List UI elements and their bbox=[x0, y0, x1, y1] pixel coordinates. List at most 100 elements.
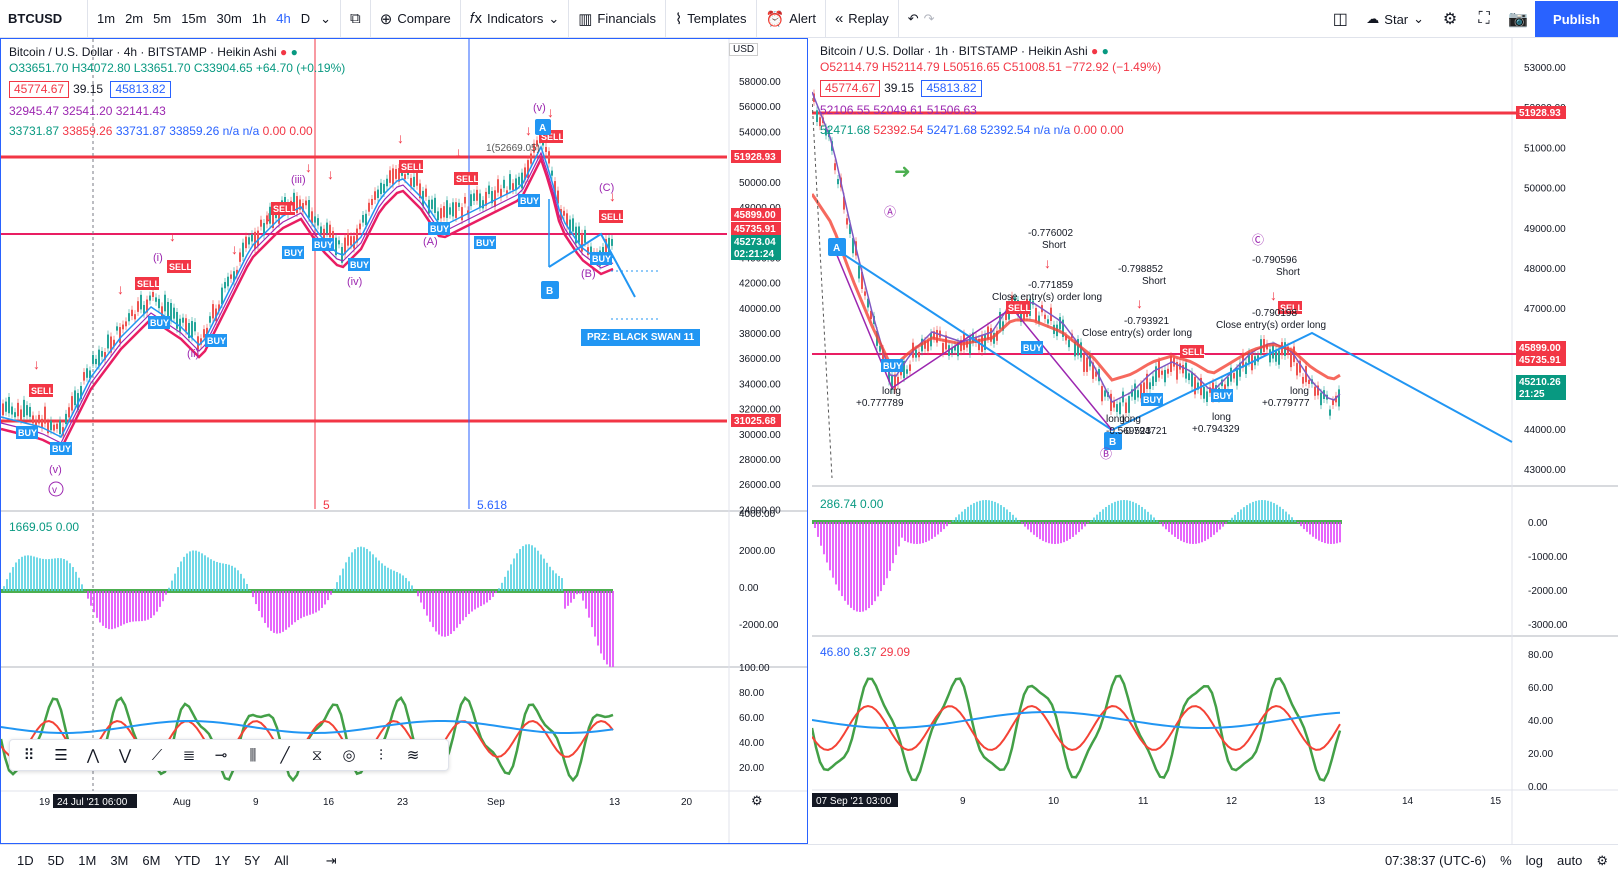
fullscreen-icon[interactable]: ⛶ bbox=[1478, 10, 1490, 27]
range-5d[interactable]: 5D bbox=[47, 853, 65, 868]
chevron-down-icon[interactable]: ⌄ bbox=[320, 10, 332, 26]
timeframe-1m[interactable]: 1m bbox=[97, 11, 116, 26]
histogram-bar bbox=[447, 591, 449, 636]
date-highlight bbox=[812, 793, 898, 807]
wave-label-a bbox=[535, 119, 551, 135]
candle bbox=[446, 200, 448, 218]
lines-tool-icon[interactable]: ☰ bbox=[54, 747, 68, 764]
histogram-bar bbox=[3, 586, 5, 591]
settings-gear-icon[interactable]: ⚙ bbox=[1596, 852, 1608, 868]
range-3m[interactable]: 3M bbox=[110, 853, 129, 868]
compare-button[interactable]: ⊕ Compare bbox=[371, 0, 461, 38]
candle bbox=[479, 193, 481, 208]
right-chart-title[interactable]: Bitcoin / U.S. Dollar · 1h · BITSTAMP · … bbox=[820, 44, 1088, 58]
gann-tool-icon[interactable]: ◎ bbox=[342, 747, 356, 764]
xabcd-tool-icon[interactable]: ⧖ bbox=[311, 746, 323, 764]
range-1d[interactable]: 1D bbox=[17, 853, 34, 868]
financials-button[interactable]: ▥ Financials bbox=[569, 0, 666, 38]
histogram-bar bbox=[814, 522, 816, 528]
histogram-bar bbox=[357, 547, 359, 591]
histogram-bar bbox=[270, 591, 272, 631]
candle bbox=[485, 191, 487, 206]
right-chart-canvas[interactable]: 53000.0052000.0051000.0050000.0049000.00… bbox=[812, 38, 1618, 844]
range-1y[interactable]: 1Y bbox=[214, 853, 231, 868]
histogram-bar bbox=[1138, 504, 1140, 522]
trade-annotation: Close entry(s) order long bbox=[1216, 320, 1326, 331]
sell-signal bbox=[1006, 301, 1030, 314]
projection-tool-icon[interactable]: ⫶ bbox=[379, 746, 383, 764]
histogram-bar bbox=[817, 522, 819, 537]
chart-type-button[interactable]: ⧉ bbox=[341, 0, 371, 38]
replay-button[interactable]: « Replay bbox=[826, 0, 899, 38]
histogram-bar bbox=[252, 591, 254, 598]
percent-toggle[interactable]: % bbox=[1500, 853, 1512, 868]
timeframe-2m[interactable]: 2m bbox=[125, 11, 144, 26]
histogram-bar bbox=[826, 522, 828, 563]
range-all[interactable]: All bbox=[274, 853, 289, 868]
left-chart-canvas[interactable]: 58000.00 56000.00 54000.00 5 2000.00 50000.00… bbox=[1, 39, 807, 843]
histogram-bar bbox=[1297, 522, 1299, 524]
camera-icon[interactable]: 📷 bbox=[1508, 11, 1528, 28]
indicators-button[interactable]: 𝑓x Indicators ⌄ bbox=[461, 0, 570, 38]
log-toggle[interactable]: log bbox=[1525, 853, 1544, 868]
currency-select[interactable]: USD bbox=[729, 43, 759, 56]
wave-circle-label: v bbox=[52, 485, 57, 496]
timeframe-1h[interactable]: 1h bbox=[251, 11, 267, 26]
ray-tool-icon[interactable]: ╱ bbox=[280, 747, 290, 764]
left-osc-zero: 0.00 bbox=[55, 520, 80, 534]
goto-date-icon[interactable]: ⇥ bbox=[325, 852, 337, 868]
left-chart-pane[interactable]: 58000.00 56000.00 54000.00 5 2000.00 50000.00… bbox=[0, 38, 808, 844]
star-button[interactable]: ☁ Star ⌄ bbox=[1357, 0, 1433, 38]
alert-button[interactable]: ⏰ Alert bbox=[757, 0, 826, 38]
right-chart-pane[interactable]: 53000.0052000.0051000.0050000.0049000.00… bbox=[812, 38, 1618, 844]
ranges-tool-icon[interactable]: ≋ bbox=[406, 747, 420, 764]
hline-tool-icon[interactable]: ⊸ bbox=[214, 747, 228, 764]
undo-icon[interactable]: ↶ bbox=[907, 10, 919, 26]
clock[interactable]: 07:38:37 (UTC-6) bbox=[1384, 853, 1487, 868]
symbol-search[interactable]: BTCUSD bbox=[0, 0, 88, 38]
sell-signal bbox=[1180, 345, 1204, 358]
timeframe-15m[interactable]: 15m bbox=[181, 11, 207, 26]
candle bbox=[386, 178, 388, 187]
candle bbox=[957, 342, 959, 357]
sell-signal-label: SELL bbox=[1182, 347, 1206, 357]
histogram-bar bbox=[606, 591, 608, 665]
timeframe-D[interactable]: D bbox=[300, 11, 311, 26]
candle bbox=[1134, 383, 1136, 400]
pattern-tool-icon[interactable]: ⋀ bbox=[86, 747, 100, 764]
redo-icon[interactable]: ↷ bbox=[923, 10, 935, 26]
right-ind2-green: 52471.68 bbox=[820, 123, 871, 137]
candle bbox=[1233, 373, 1235, 379]
range-5y[interactable]: 5Y bbox=[244, 853, 261, 868]
candle bbox=[56, 423, 58, 429]
arrow-right-icon: ➜ bbox=[894, 161, 911, 183]
dashed-projection bbox=[812, 97, 833, 479]
trade-annotation: -0.794721 bbox=[1122, 426, 1167, 437]
range-ytd[interactable]: YTD bbox=[174, 853, 201, 868]
settings-gear-icon[interactable]: ⚙ bbox=[1442, 11, 1458, 28]
histogram-bar bbox=[261, 591, 263, 618]
right-ind2-red: 52392.54 bbox=[873, 123, 924, 137]
drag-handle-icon[interactable]: ⠿ bbox=[23, 747, 35, 764]
timeframe-30m[interactable]: 30m bbox=[216, 11, 242, 26]
templates-button[interactable]: ⌇ Templates bbox=[666, 0, 757, 38]
timeframe-4h[interactable]: 4h bbox=[276, 11, 291, 26]
trendline-tool-icon[interactable]: ⟋ bbox=[151, 746, 163, 764]
fib-tool-icon[interactable]: ⫼ bbox=[249, 746, 257, 764]
histogram-bar bbox=[1186, 522, 1188, 544]
histogram-bar bbox=[1201, 522, 1203, 543]
layout-icon[interactable]: ◫ bbox=[1332, 11, 1348, 28]
pattern-tool-2-icon[interactable]: ⋁ bbox=[118, 747, 132, 764]
range-1m[interactable]: 1M bbox=[78, 853, 97, 868]
histogram-bar bbox=[967, 506, 969, 522]
channel-tool-icon[interactable]: ≣ bbox=[182, 747, 196, 764]
histogram-bar bbox=[351, 552, 353, 591]
publish-button[interactable]: Publish bbox=[1535, 1, 1618, 37]
range-6m[interactable]: 6M bbox=[142, 853, 161, 868]
candle bbox=[398, 168, 400, 182]
histogram-bar bbox=[865, 522, 867, 611]
auto-toggle[interactable]: auto bbox=[1557, 853, 1583, 868]
left-chart-title[interactable]: Bitcoin / U.S. Dollar · 4h · BITSTAMP · … bbox=[9, 45, 277, 59]
right-box2: 45813.82 bbox=[921, 80, 982, 97]
timeframe-5m[interactable]: 5m bbox=[153, 11, 172, 26]
